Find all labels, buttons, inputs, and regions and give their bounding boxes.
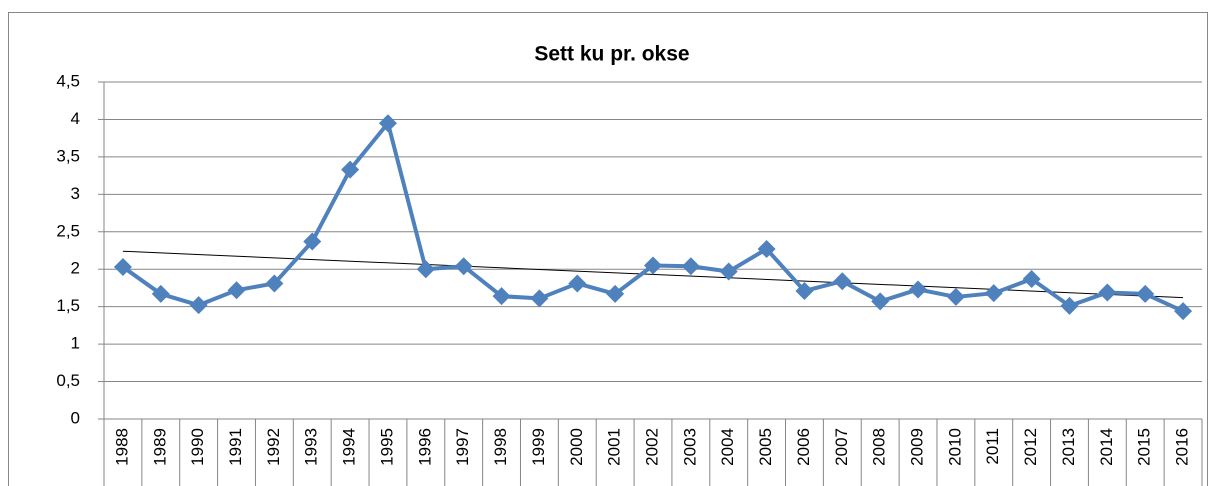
data-point [1022, 269, 1041, 288]
x-tick-label: 2012 [1021, 428, 1040, 466]
x-tick-label: 1990 [188, 428, 207, 466]
x-tick-label: 2000 [567, 428, 586, 466]
x-tick-label: 2004 [718, 428, 737, 466]
x-tick-label: 2008 [870, 428, 889, 466]
x-tick-label: 2015 [1135, 428, 1154, 466]
data-point [1136, 284, 1155, 303]
data-point [303, 232, 322, 251]
y-tick-label: 2,5 [56, 221, 80, 240]
x-tick-label: 1991 [226, 428, 245, 466]
data-point [378, 114, 397, 133]
y-tick-label: 1,5 [56, 296, 80, 315]
x-tick-label: 1996 [415, 428, 434, 466]
data-point [416, 260, 435, 279]
data-point [833, 272, 852, 291]
data-point [757, 240, 776, 259]
x-tick-label: 2002 [642, 428, 661, 466]
x-tick-label: 2010 [945, 428, 964, 466]
x-tick-label: 2003 [680, 428, 699, 466]
x-tick-label: 2011 [983, 428, 1002, 465]
data-point [530, 289, 549, 308]
y-tick-label: 4,5 [56, 71, 80, 90]
chart-frame [8, 12, 1208, 486]
y-tick-label: 3 [71, 184, 80, 203]
data-point [1060, 296, 1079, 315]
data-point [984, 284, 1003, 303]
y-tick-label: 4 [71, 109, 80, 128]
data-point [492, 287, 511, 306]
data-point [227, 281, 246, 300]
x-tick-label: 1997 [453, 428, 472, 466]
data-point [606, 284, 625, 303]
data-point [454, 257, 473, 276]
data-point [265, 274, 284, 293]
x-tick-label: 2009 [908, 428, 927, 466]
x-tick-label: 1998 [491, 428, 510, 466]
data-point [681, 257, 700, 276]
data-point [1174, 302, 1193, 321]
y-tick-label: 1 [71, 334, 80, 353]
data-point [568, 274, 587, 293]
chart-title: Sett ku pr. okse [534, 43, 689, 66]
x-tick-label: 2016 [1173, 428, 1192, 466]
x-tick-label: 2005 [756, 428, 775, 466]
data-point [1098, 283, 1117, 302]
x-tick-label: 1993 [302, 428, 321, 466]
data-point [113, 257, 132, 276]
data-point [341, 160, 360, 179]
data-point [151, 284, 170, 303]
data-point [795, 281, 814, 300]
y-tick-label: 0,5 [56, 371, 80, 390]
x-tick-label: 2007 [832, 428, 851, 466]
data-point [909, 280, 928, 299]
x-tick-label: 1994 [340, 428, 359, 466]
x-tick-label: 2001 [605, 428, 624, 466]
x-tick-label: 1999 [529, 428, 548, 466]
x-tick-label: 2014 [1097, 428, 1116, 466]
x-tick-label: 1992 [264, 428, 283, 466]
y-tick-label: 3,5 [56, 146, 80, 165]
x-tick-label: 2013 [1059, 428, 1078, 466]
x-tick-label: 2006 [794, 428, 813, 466]
y-tick-label: 2 [71, 259, 80, 278]
data-point [189, 296, 208, 315]
x-tick-label: 1988 [112, 428, 131, 466]
data-point [644, 256, 662, 275]
x-tick-label: 1995 [377, 428, 396, 466]
data-point [871, 292, 890, 311]
y-tick-label: 0 [71, 408, 80, 427]
data-point [719, 262, 738, 281]
data-point [946, 287, 965, 306]
x-tick-label: 1989 [150, 428, 169, 466]
